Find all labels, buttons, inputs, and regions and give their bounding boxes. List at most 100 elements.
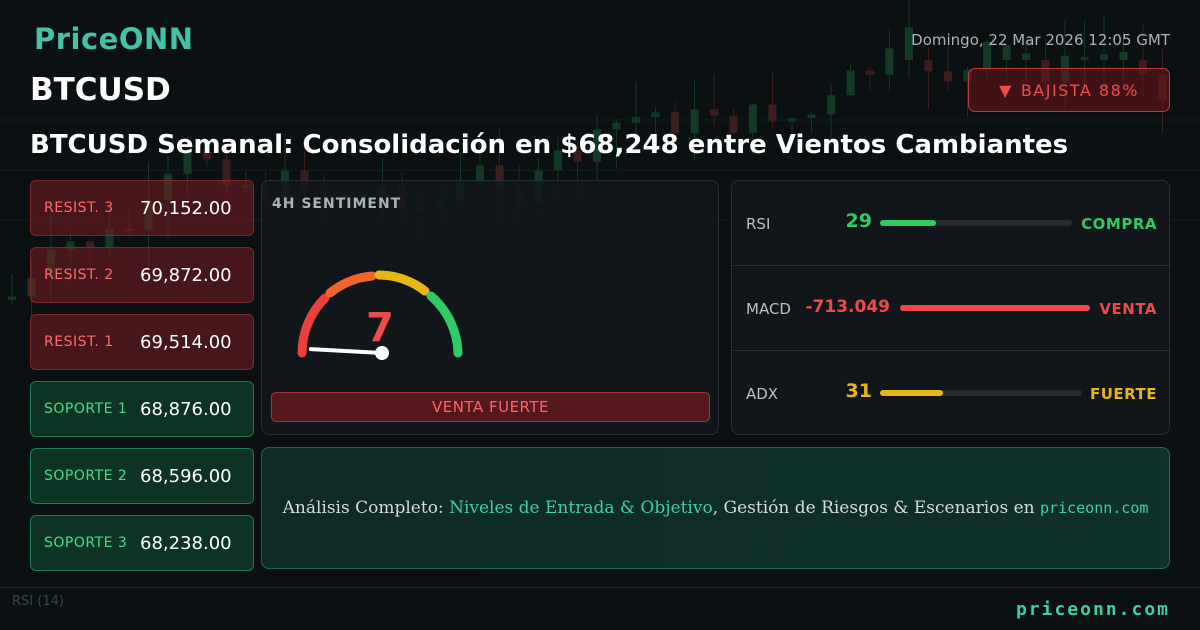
bg-candle-body [476,165,484,183]
gauge-needle [308,347,384,355]
bg-candle-body [554,150,562,171]
level-label: SOPORTE 3 [44,535,128,551]
bg-candle-body [222,159,231,186]
indicator-bar-fill [880,220,936,226]
indicators-panel: RSI 29 COMPRA MACD -713.049 VENTA ADX 31… [731,180,1171,436]
bg-candle-body [846,70,855,96]
level-value: 68,238.00 [140,532,232,554]
level-label: RESIST. 2 [44,267,114,283]
symbol-title: BTCUSD [30,72,171,108]
indicator-name: MACD [746,300,791,318]
indicator-name: RSI [746,215,771,233]
level-label: RESIST. 1 [44,334,114,350]
bg-candle-body [710,109,718,116]
indicator-row-adx: ADX 31 FUERTE [732,351,1171,436]
level-value: 68,876.00 [140,398,232,420]
gauge-segment-orange [325,271,377,298]
bg-candle-body [651,112,660,118]
indicator-value: -713.049 [805,297,891,317]
bg-candle-body [86,241,94,248]
cta-middle: , Gestión de Riesgos & Escenarios en [712,498,1035,518]
gauge-segment-red [297,293,330,358]
bg-candle-body [1002,45,1011,60]
indicator-row-macd: MACD -713.049 VENTA [732,266,1171,351]
down-triangle-icon: ▼ [999,80,1013,100]
level-value: 69,872.00 [140,264,232,286]
trend-badge-label: BAJISTA 88% [1020,80,1139,100]
trend-badge: ▼ BAJISTA 88% [968,68,1170,112]
analysis-cta[interactable]: Análisis Completo: Niveles de Entrada & … [261,447,1170,569]
bg-candle-body [768,104,777,122]
bg-candle-body [885,48,894,75]
bg-candle-body [8,296,16,300]
levels-list: RESIST. 3 70,152.00 RESIST. 2 69,872.00 … [30,180,254,582]
level-support-2: SOPORTE 2 68,596.00 [30,448,254,504]
bg-candle-body [807,114,816,119]
bg-candle-body [203,152,211,160]
indicator-bar [900,305,1090,311]
level-resistance-1: RESIST. 1 69,514.00 [30,314,254,370]
level-label: SOPORTE 1 [44,401,128,417]
sentiment-title: 4H SENTIMENT [272,196,402,212]
indicator-value: 31 [845,380,872,402]
level-value: 68,596.00 [140,465,232,487]
sentiment-verdict: VENTA FUERTE [271,392,710,422]
cta-prefix: Análisis Completo: [282,498,444,518]
bg-candle-body [1119,51,1128,60]
sentiment-gauge [297,270,463,360]
indicator-bar-fill [900,305,1090,311]
bg-candle-body [963,69,972,82]
bg-candle-body [827,95,835,115]
level-resistance-2: RESIST. 2 69,872.00 [30,247,254,303]
indicator-signal: FUERTE [1089,385,1157,403]
bg-candle-body [495,165,504,191]
indicator-signal: COMPRA [1081,215,1157,233]
bg-candle-body [1139,60,1147,75]
bg-candle-body [183,152,192,174]
bg-candle-body [924,60,933,72]
sentiment-score: 7 [366,305,394,351]
bg-candle-body [1022,53,1030,60]
bg-candle-body [905,27,913,60]
bg-candle-body [612,122,621,130]
bg-candle-body [944,71,952,82]
indicator-bar [880,390,1082,396]
date-stamp: Domingo, 22 Mar 2026 12:05 GMT [911,31,1170,49]
sentiment-panel: 4H SENTIMENT 7 VENTA FUERTE [261,180,719,435]
bg-candle-body [729,115,738,133]
gauge-segment-amber [374,270,430,296]
indicator-value: 29 [845,210,872,232]
level-label: RESIST. 3 [44,200,114,216]
level-resistance-3: RESIST. 3 70,152.00 [30,180,254,236]
bg-candle-body [66,241,75,250]
indicator-signal: VENTA [1099,300,1157,318]
bg-candle-body [983,41,991,70]
brand-logo: PriceONN [34,22,194,56]
gauge-hub [375,346,389,360]
rsi-tag: RSI (14) [12,594,64,609]
bg-candle-body [573,150,582,162]
bg-candle-body [105,228,114,248]
bg-candle-body [690,109,699,134]
bg-candle-body [1100,54,1108,60]
indicator-name: ADX [746,385,779,403]
indicator-row-rsi: RSI 29 COMPRA [732,181,1171,266]
bg-candle-body [749,104,757,133]
gauge-segment-green [426,291,463,358]
cta-highlight: Niveles de Entrada & Objetivo [449,498,713,518]
indicator-bar [880,220,1072,226]
bg-candle-body [1080,56,1089,60]
level-support-3: SOPORTE 3 68,238.00 [30,515,254,571]
headline: BTCUSD Semanal: Consolidación en $68,248… [30,130,1069,160]
cta-domain-link[interactable]: priceonn.com [1040,499,1149,517]
level-support-1: SOPORTE 1 68,876.00 [30,381,254,437]
bg-candle-body [671,112,679,134]
footer-divider [0,587,1200,588]
level-label: SOPORTE 2 [44,468,128,484]
bg-candle-body [593,129,601,162]
level-value: 69,514.00 [140,331,232,353]
bg-candle-body [866,70,874,75]
level-value: 70,152.00 [140,197,232,219]
indicator-bar-fill [880,390,943,396]
footer-url-link[interactable]: priceonn.com [1015,599,1170,620]
